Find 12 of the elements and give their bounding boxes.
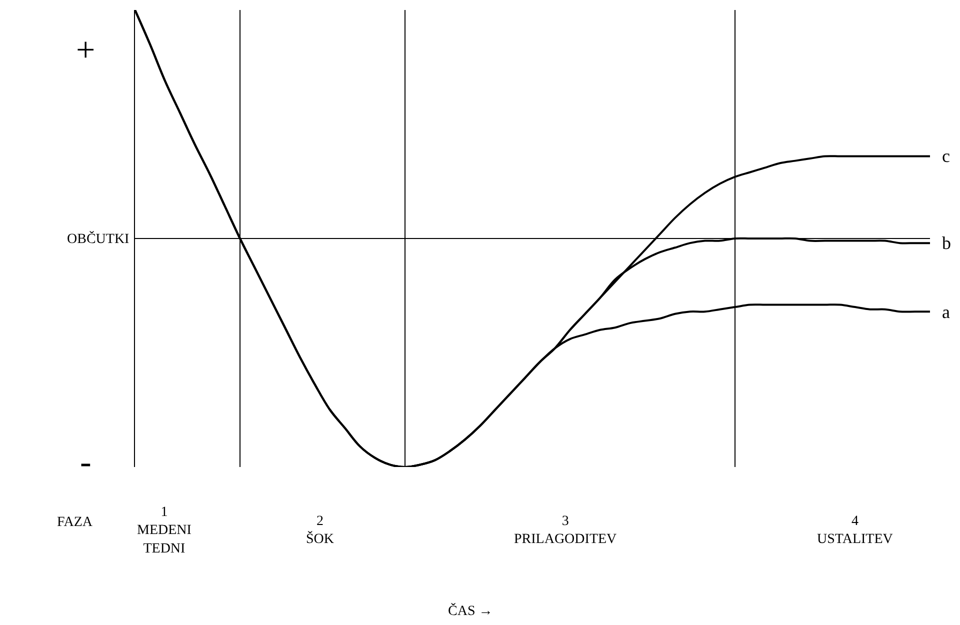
y-axis-title: OBČUTKI — [67, 230, 130, 247]
series-label: c — [942, 146, 950, 166]
text: - — [80, 444, 92, 481]
text: FAZA — [57, 515, 94, 530]
text: 3 PRILAGODITEV — [514, 514, 617, 548]
text: 4 USTALITEV — [817, 514, 893, 548]
text: 2 ŠOK — [306, 514, 334, 548]
text: 1 MEDENI TEDNI — [137, 505, 192, 556]
series-label: b — [942, 233, 951, 253]
series-label: a — [942, 302, 950, 322]
text: + — [76, 32, 96, 69]
text: ČAS → — [448, 602, 493, 619]
